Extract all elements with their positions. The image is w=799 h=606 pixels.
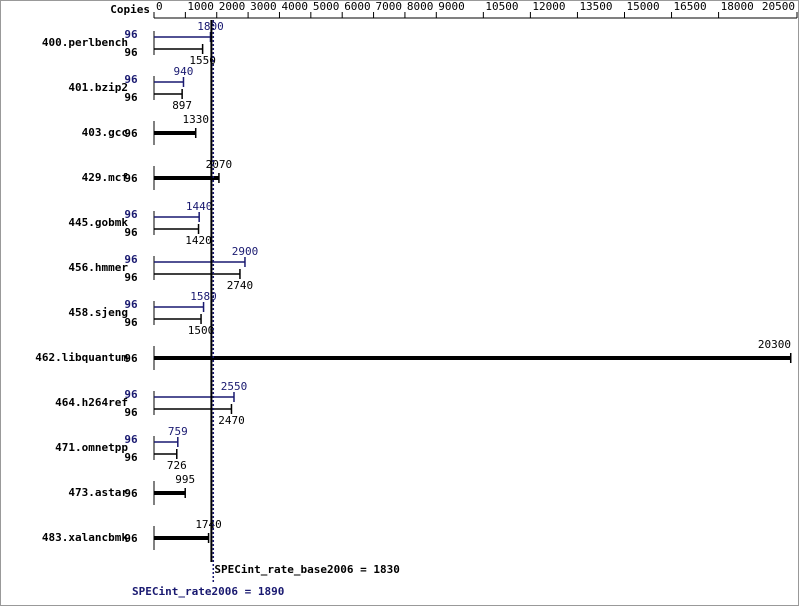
copies-label: 96 [124,298,138,311]
value-label: 20300 [758,338,791,351]
copies-label: 96 [124,46,138,59]
value-label: 2470 [218,414,245,427]
value-label: 2550 [221,380,248,393]
value-label: 1330 [182,113,209,126]
category-label: 483.xalancbmk [42,531,128,544]
x-tick-label: 7000 [376,0,403,13]
value-label: 1550 [189,54,216,67]
category-label: 462.libquantum [35,351,128,364]
value-label: 995 [175,473,195,486]
x-tick-label: 13500 [579,0,612,13]
x-tick-label: 3000 [250,0,277,13]
copies-label: 96 [124,433,138,446]
copies-label: 96 [124,487,138,500]
category-label: 473.astar [68,486,128,499]
x-tick-label: 5000 [313,0,340,13]
copies-label: 96 [124,316,138,329]
reference-label: SPECint_rate2006 = 1890 [132,585,284,598]
reference-label: SPECint_rate_base2006 = 1830 [214,563,399,576]
value-label: 1740 [195,518,222,531]
value-label: 2070 [206,158,233,171]
value-label: 940 [174,65,194,78]
copies-label: 96 [124,172,138,185]
copies-label: 96 [124,271,138,284]
copies-label: 96 [124,253,138,266]
x-tick-label: 16500 [674,0,707,13]
category-label: 400.perlbench [42,36,128,49]
category-label: 429.mcf [82,171,128,184]
x-tick-label: 1000 [187,0,214,13]
x-tick-label: 6000 [344,0,371,13]
value-label: 1500 [188,324,215,337]
category-label: 401.bzip2 [68,81,128,94]
value-label: 759 [168,425,188,438]
value-label: 2740 [227,279,254,292]
x-tick-label: 4000 [281,0,308,13]
x-tick-label: 2000 [219,0,246,13]
category-label: 456.hmmer [68,261,128,274]
copies-header: Copies [110,3,150,16]
value-label: 1420 [185,234,212,247]
x-tick-label: 15000 [626,0,659,13]
x-tick-label: 18000 [721,0,754,13]
category-label: 471.omnetpp [55,441,128,454]
value-label: 2900 [232,245,259,258]
copies-label: 96 [124,127,138,140]
copies-label: 96 [124,406,138,419]
x-tick-label: 10500 [485,0,518,13]
category-label: 403.gcc [82,126,128,139]
copies-label: 96 [124,208,138,221]
copies-label: 96 [124,73,138,86]
copies-label: 96 [124,388,138,401]
copies-label: 96 [124,532,138,545]
copies-label: 96 [124,28,138,41]
copies-label: 96 [124,226,138,239]
value-label: 726 [167,459,187,472]
copies-label: 96 [124,451,138,464]
x-tick-label: 20500 [762,0,795,13]
x-tick-label: 9000 [438,0,465,13]
copies-label: 96 [124,91,138,104]
copies-label: 96 [124,352,138,365]
value-label: 897 [172,99,192,112]
x-tick-label: 12000 [532,0,565,13]
category-label: 464.h264ref [55,396,128,409]
category-label: 445.gobmk [68,216,128,229]
x-tick-label: 8000 [407,0,434,13]
value-label: 1440 [186,200,213,213]
value-label: 1580 [190,290,217,303]
category-label: 458.sjeng [68,306,128,319]
x-tick-label: 0 [156,0,163,13]
